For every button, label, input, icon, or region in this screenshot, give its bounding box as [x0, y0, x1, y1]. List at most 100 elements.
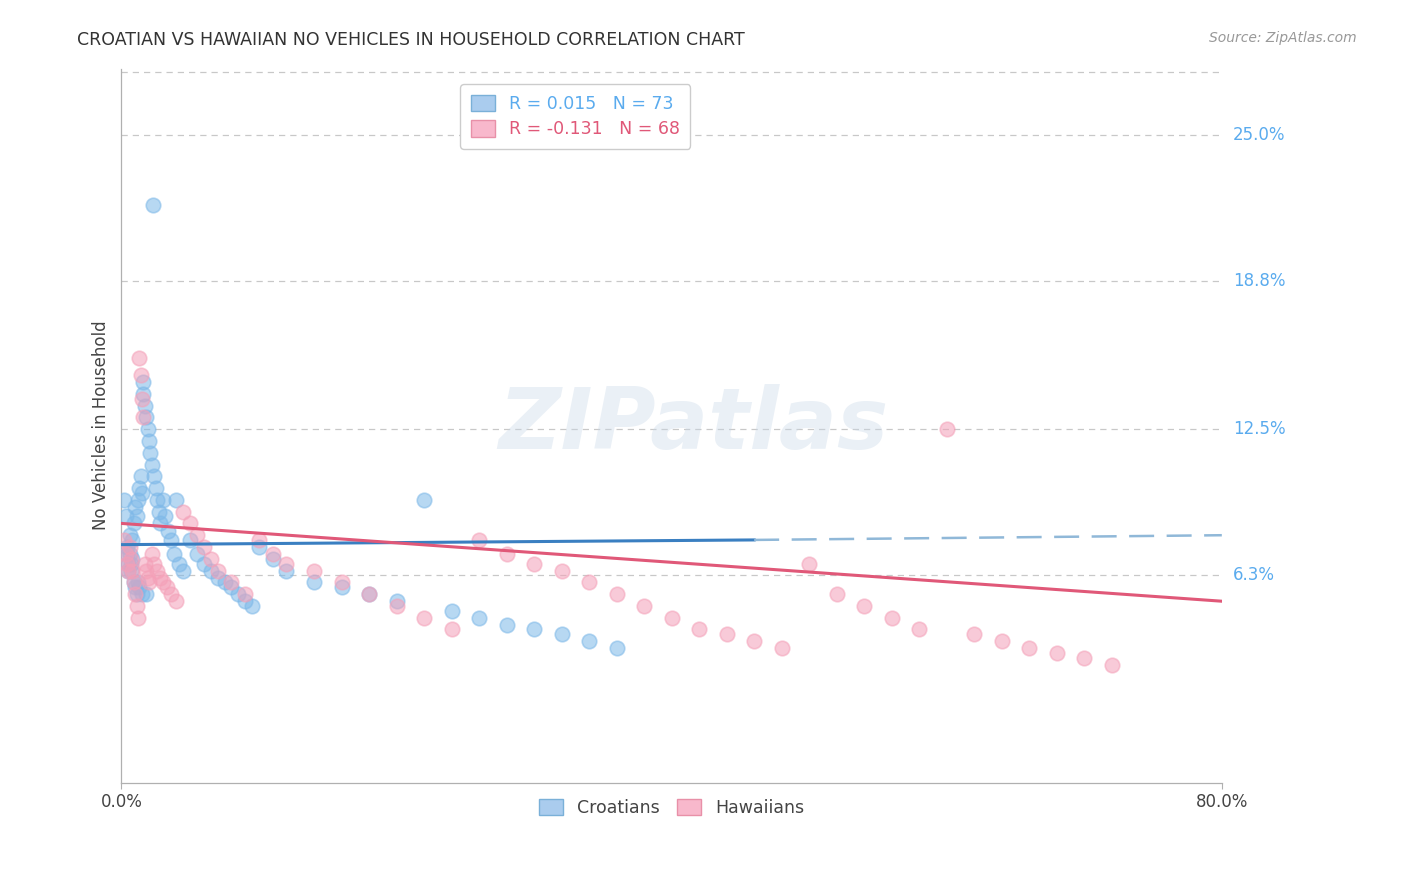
Point — [908, 623, 931, 637]
Point — [128, 481, 150, 495]
Point — [127, 492, 149, 507]
Point — [135, 410, 157, 425]
Point — [633, 599, 655, 613]
Point — [152, 492, 174, 507]
Point — [128, 351, 150, 366]
Point — [716, 627, 738, 641]
Point — [125, 509, 148, 524]
Point — [157, 524, 180, 538]
Point — [138, 575, 160, 590]
Point — [143, 557, 166, 571]
Point — [207, 564, 229, 578]
Point — [134, 557, 156, 571]
Point — [186, 547, 208, 561]
Point — [1101, 657, 1123, 672]
Point — [139, 446, 162, 460]
Point — [172, 505, 194, 519]
Point — [129, 368, 152, 382]
Point — [550, 564, 572, 578]
Point — [179, 533, 201, 547]
Point — [148, 505, 170, 519]
Point — [935, 422, 957, 436]
Point — [357, 587, 380, 601]
Point — [825, 587, 848, 601]
Point — [120, 551, 142, 566]
Y-axis label: No Vehicles in Household: No Vehicles in Household — [93, 321, 110, 531]
Point — [146, 492, 169, 507]
Text: 12.5%: 12.5% — [1233, 420, 1285, 438]
Point — [495, 547, 517, 561]
Point — [135, 564, 157, 578]
Point — [152, 575, 174, 590]
Point — [302, 575, 325, 590]
Point — [357, 587, 380, 601]
Point — [276, 557, 298, 571]
Point — [115, 540, 138, 554]
Point — [114, 547, 136, 561]
Point — [121, 533, 143, 547]
Point — [120, 557, 142, 571]
Point — [163, 547, 186, 561]
Point — [186, 528, 208, 542]
Point — [160, 533, 183, 547]
Point — [138, 434, 160, 448]
Point — [146, 564, 169, 578]
Point — [413, 492, 436, 507]
Point — [1018, 641, 1040, 656]
Point — [193, 557, 215, 571]
Text: ZIPatlas: ZIPatlas — [499, 384, 889, 467]
Point — [149, 516, 172, 531]
Point — [141, 458, 163, 472]
Point — [134, 399, 156, 413]
Point — [495, 617, 517, 632]
Point — [233, 587, 256, 601]
Point — [117, 557, 139, 571]
Point — [149, 571, 172, 585]
Point — [247, 533, 270, 547]
Point — [145, 481, 167, 495]
Point — [963, 627, 986, 641]
Point — [114, 509, 136, 524]
Point — [160, 587, 183, 601]
Point — [262, 551, 284, 566]
Point — [128, 580, 150, 594]
Point — [770, 641, 793, 656]
Point — [136, 422, 159, 436]
Point — [578, 575, 600, 590]
Point — [118, 528, 141, 542]
Point — [440, 623, 463, 637]
Point — [276, 564, 298, 578]
Point — [131, 392, 153, 406]
Point — [166, 492, 188, 507]
Point — [127, 575, 149, 590]
Text: 25.0%: 25.0% — [1233, 126, 1285, 144]
Point — [207, 571, 229, 585]
Point — [880, 611, 903, 625]
Point — [661, 611, 683, 625]
Text: CROATIAN VS HAWAIIAN NO VEHICLES IN HOUSEHOLD CORRELATION CHART: CROATIAN VS HAWAIIAN NO VEHICLES IN HOUS… — [77, 31, 745, 49]
Point — [853, 599, 876, 613]
Point — [118, 540, 141, 554]
Point — [330, 575, 353, 590]
Point — [120, 564, 142, 578]
Point — [578, 634, 600, 648]
Point — [143, 469, 166, 483]
Point — [125, 599, 148, 613]
Point — [688, 623, 710, 637]
Point — [523, 623, 546, 637]
Point — [200, 564, 222, 578]
Point — [135, 587, 157, 601]
Point — [302, 564, 325, 578]
Point — [550, 627, 572, 641]
Point — [112, 492, 135, 507]
Point — [132, 386, 155, 401]
Point — [124, 500, 146, 514]
Point — [1046, 646, 1069, 660]
Text: 6.3%: 6.3% — [1233, 566, 1275, 584]
Point — [115, 557, 138, 571]
Point — [233, 594, 256, 608]
Point — [141, 547, 163, 561]
Point — [132, 375, 155, 389]
Point — [385, 599, 408, 613]
Point — [468, 611, 491, 625]
